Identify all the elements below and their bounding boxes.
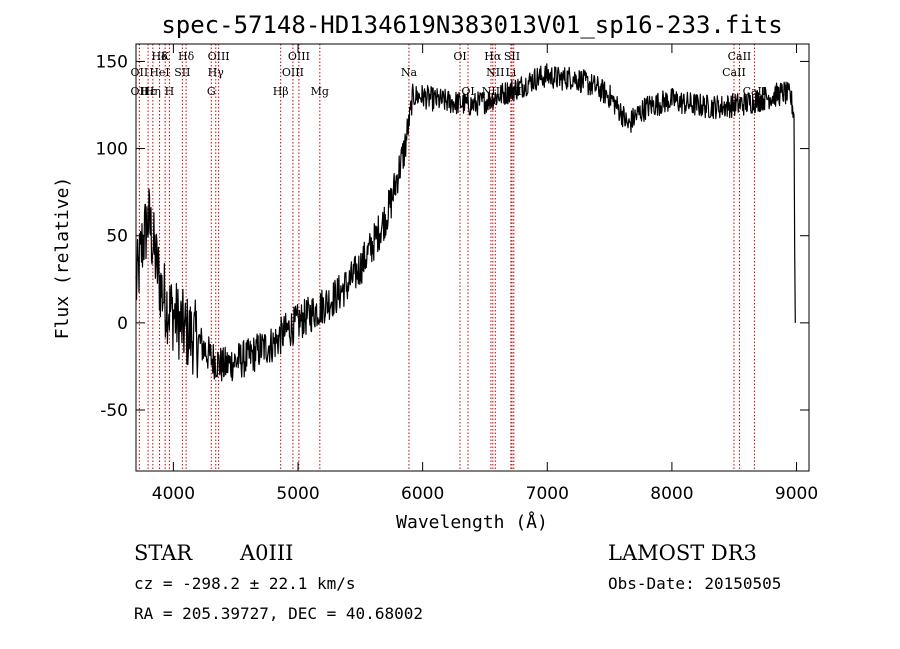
line-label: OII <box>131 85 149 98</box>
y-tick-label: 100 <box>96 140 128 160</box>
line-label: Hη <box>145 85 161 98</box>
line-label: Mg <box>311 85 329 98</box>
sky-coordinates: RA = 205.39727, DEC = 40.68002 <box>134 604 423 623</box>
x-axis-label: Wavelength (Å) <box>396 511 548 533</box>
x-tick-label: 9000 <box>775 484 818 504</box>
line-label: Hβ <box>273 85 289 98</box>
line-label: SII <box>174 66 190 79</box>
line-label: Hγ <box>208 66 225 79</box>
object-class: STAR <box>134 541 193 565</box>
y-tick-label: 150 <box>96 52 128 72</box>
radial-velocity: cz = -298.2 ± 22.1 km/s <box>134 574 356 593</box>
line-label: Hε <box>140 85 156 98</box>
plot-frame <box>135 43 810 472</box>
y-tick-label: -50 <box>100 401 128 421</box>
x-tick-label: 6000 <box>401 484 444 504</box>
line-label: H <box>165 85 175 98</box>
line-label: Hα <box>484 50 502 63</box>
x-tick-label: 8000 <box>650 484 693 504</box>
line-label: OIII <box>288 50 310 63</box>
spectral-subclass: A0III <box>239 541 293 565</box>
line-label: OIII <box>282 66 304 79</box>
x-tick-label: 5000 <box>276 484 319 504</box>
line-label: Na <box>401 66 418 79</box>
y-tick-label: 50 <box>106 227 128 247</box>
x-tick-label: 7000 <box>526 484 569 504</box>
line-label: CaII <box>728 50 752 63</box>
y-tick-label: 0 <box>117 314 128 334</box>
y-axis-label: Flux (relative) <box>52 177 73 340</box>
survey-name: LAMOST DR3 <box>608 541 757 565</box>
observation-date: Obs-Date: 20150505 <box>608 574 781 593</box>
line-label: OI <box>453 50 466 63</box>
x-axis: 4000 5000 6000 7000 8000 9000 <box>152 44 818 504</box>
line-label: Hδ <box>178 50 195 63</box>
line-label: Hδ <box>151 50 168 63</box>
y-axis: -50 0 50 100 150 <box>96 52 809 421</box>
line-label: K <box>161 50 170 63</box>
line-label: CaII <box>722 66 746 79</box>
spectrum-line <box>135 63 796 382</box>
line-label: OIII <box>208 50 230 63</box>
line-label: OII <box>131 66 149 79</box>
line-label: NII <box>486 66 504 79</box>
line-label: SII <box>504 50 520 63</box>
line-label: HeI <box>149 66 169 79</box>
x-tick-label: 4000 <box>152 484 195 504</box>
line-label: Li <box>505 66 516 79</box>
line-label: G <box>207 85 216 98</box>
chart-title: spec-57148-HD134619N383013V01_sp16-233.f… <box>161 11 782 39</box>
